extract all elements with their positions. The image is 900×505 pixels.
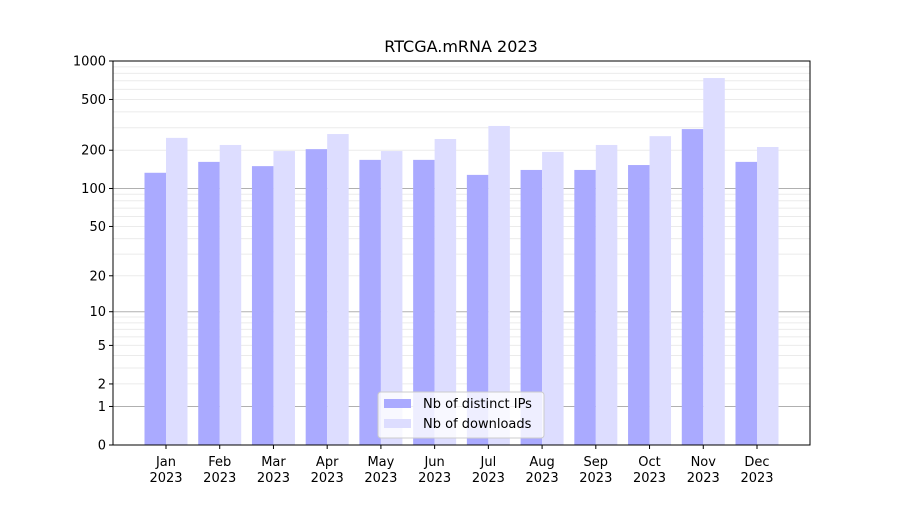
bar-downloads [434, 139, 457, 445]
bar-downloads [166, 137, 188, 445]
y-tick-label: 10 [89, 305, 106, 320]
x-tick-label: Aug 2023 [526, 455, 559, 486]
bar-downloads [703, 78, 725, 445]
x-tick-label: Feb 2023 [203, 455, 236, 486]
x-tick-label: Mar 2023 [257, 455, 290, 486]
y-tick-label: 0 [98, 439, 106, 454]
y-tick-label: 5 [98, 339, 106, 354]
bar-ips [520, 169, 543, 445]
bar-downloads [649, 136, 672, 445]
bar-downloads [595, 144, 618, 446]
bar-downloads [542, 151, 564, 446]
x-tick-label: May 2023 [364, 455, 397, 486]
y-tick-label: 2 [98, 377, 106, 392]
x-tick-label: Sep 2023 [579, 455, 612, 486]
legend-swatch [384, 399, 411, 408]
x-tick-label: Jan 2023 [149, 455, 182, 486]
bar-ips [359, 159, 381, 445]
bar-downloads [488, 125, 510, 445]
plot-frame [112, 60, 811, 446]
bar-ips [198, 161, 220, 445]
bar-downloads [219, 144, 242, 446]
y-tick-label: 50 [89, 220, 106, 235]
bar-downloads [327, 134, 349, 446]
bar-ips [735, 161, 757, 445]
chart-title: RTCGA.mRNA 2023 [384, 37, 538, 56]
legend-label: Nb of distinct IPs [423, 397, 532, 412]
y-tick-label: 200 [81, 144, 106, 159]
y-tick-label: 1000 [73, 55, 106, 70]
legend-label: Nb of downloads [423, 417, 532, 432]
bar-downloads [380, 151, 403, 445]
x-tick-label: Nov 2023 [687, 455, 720, 486]
bar-downloads [757, 147, 779, 445]
x-tick-label: Jul 2023 [472, 455, 505, 486]
y-tick-label: 1 [98, 400, 106, 415]
bar-ips [251, 166, 274, 446]
bar-ips [144, 172, 166, 446]
bar-ips [466, 174, 489, 445]
legend: Nb of distinct IPs Nb of downloads [377, 391, 545, 439]
x-tick-label: Jun 2023 [418, 455, 451, 486]
x-tick-label: Oct 2023 [633, 455, 666, 486]
legend-box [377, 391, 545, 439]
y-tick-label: 500 [81, 93, 106, 108]
bar-ips [305, 149, 328, 446]
y-tick-label: 100 [81, 182, 106, 197]
x-tick-label: Dec 2023 [740, 455, 773, 486]
bar-ips [413, 159, 435, 445]
y-tick-label: 20 [89, 269, 106, 284]
x-tick-label: Apr 2023 [311, 455, 344, 486]
bar-ips [681, 129, 704, 446]
bar-ips [574, 169, 596, 445]
bar-downloads [273, 151, 295, 445]
legend-swatch [384, 419, 411, 428]
bar-ips [628, 165, 650, 446]
